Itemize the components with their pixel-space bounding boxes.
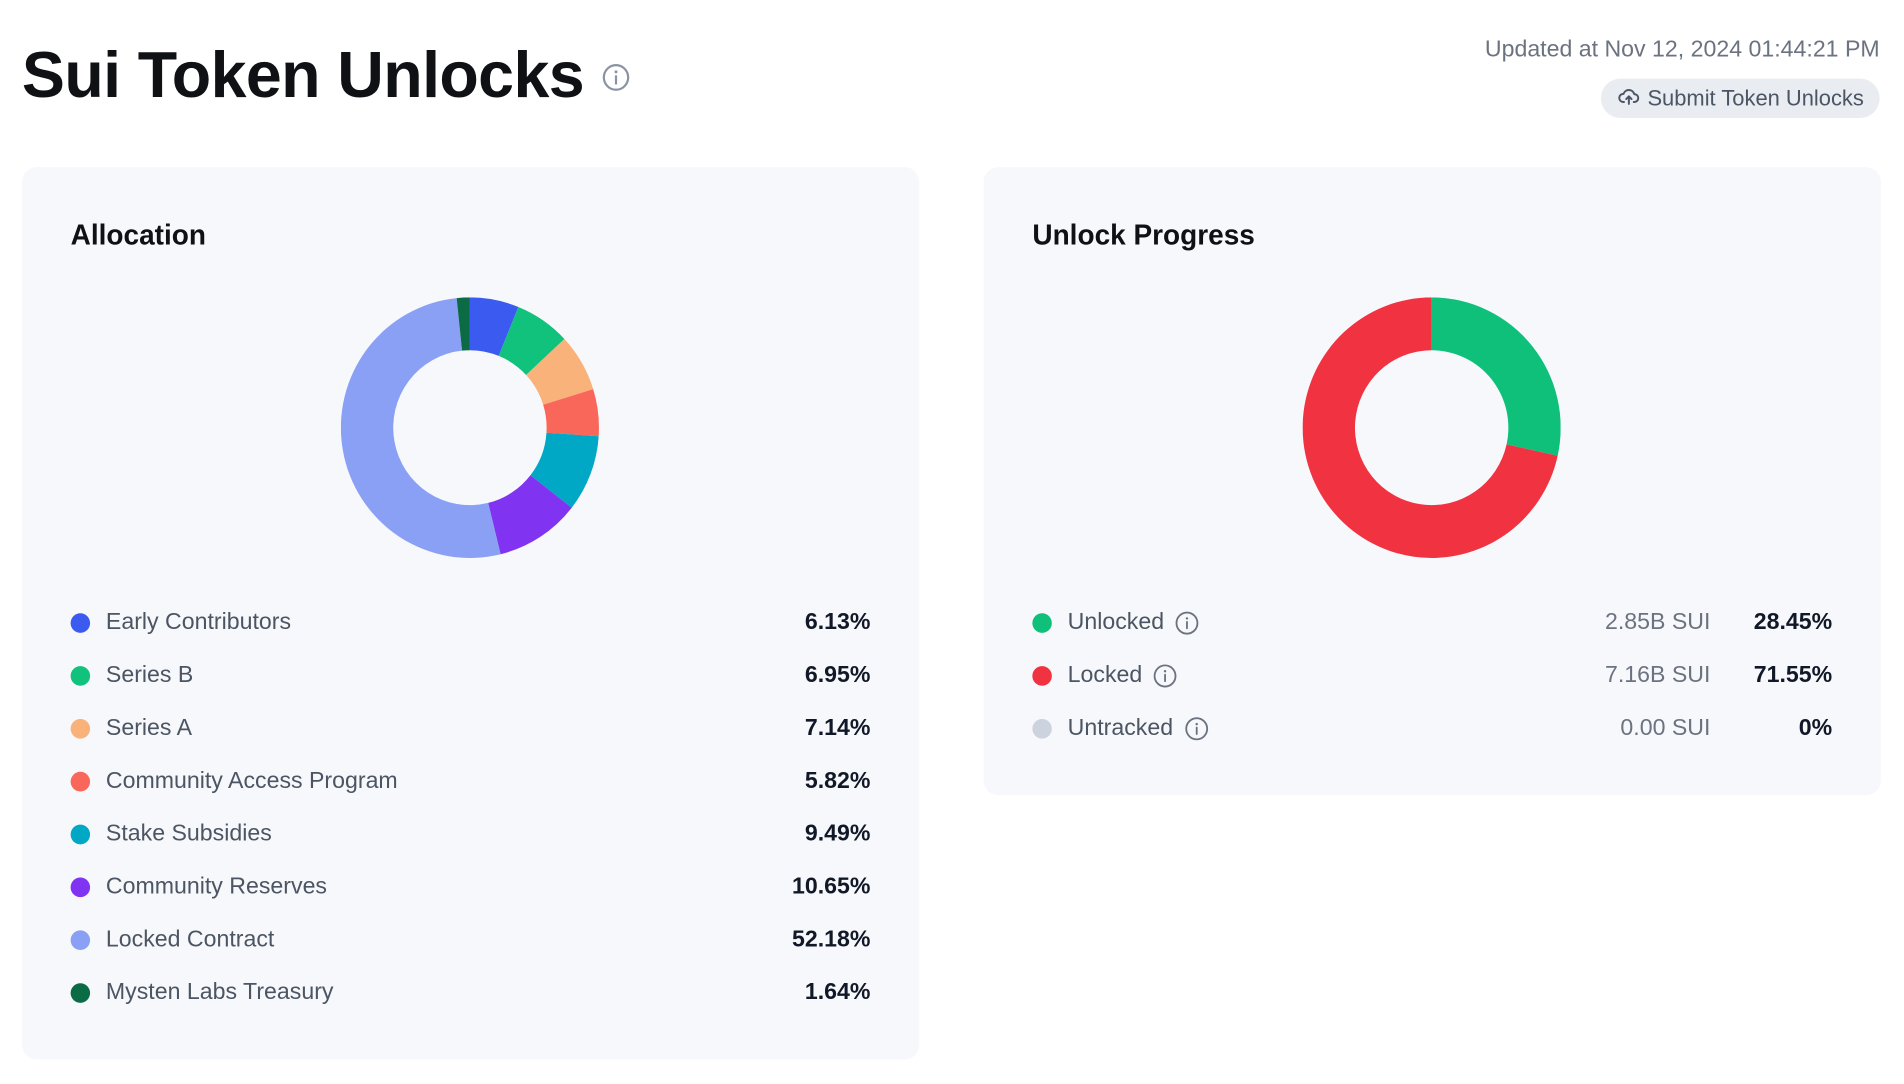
legend-row-unlocked: Unlocked 2.85B SUI 28.45% — [1032, 597, 1832, 650]
legend-percent: 52.18% — [791, 926, 871, 953]
legend-percent: 6.95% — [804, 662, 871, 689]
legend-percent: 71.55% — [1753, 662, 1833, 689]
submit-token-unlocks-button[interactable]: Submit Token Unlocks — [1601, 78, 1880, 118]
cloud-upload-icon — [1618, 85, 1640, 111]
submit-button-label: Submit Token Unlocks — [1647, 85, 1864, 110]
legend-label: Early Contributors — [105, 610, 292, 636]
legend-row-series-a: Series A 7.14% — [70, 703, 871, 756]
allocation-legend: Early Contributors 6.13% Series B 6.95% … — [70, 597, 871, 1019]
slice-locked-contract[interactable] — [340, 298, 501, 558]
legend-row-early-contributors: Early Contributors 6.13% — [70, 597, 871, 650]
legend-row-locked-contract: Locked Contract 52.18% — [70, 914, 871, 967]
legend-label: Community Access Program — [105, 768, 398, 795]
unlock-progress-donut-chart — [1302, 297, 1561, 558]
allocation-donut-chart — [340, 297, 599, 558]
legend-row-community-access-program: Community Access Program 5.82% — [70, 755, 871, 808]
slice-series-b[interactable] — [498, 306, 565, 375]
legend-dot — [1032, 666, 1052, 687]
legend-label: Locked — [1067, 662, 1143, 689]
slice-unlocked[interactable] — [1431, 297, 1561, 456]
slice-community-reserves[interactable] — [488, 475, 572, 555]
slice-locked[interactable] — [1302, 297, 1558, 558]
legend-percent: 7.14% — [804, 715, 871, 742]
legend-label: Locked Contract — [105, 926, 275, 953]
legend-dot — [70, 666, 91, 687]
legend-dot — [1032, 613, 1052, 634]
legend-row-series-b: Series B 6.95% — [70, 650, 871, 703]
slice-stake-subsidies[interactable] — [530, 432, 599, 508]
unlock-progress-title: Unlock Progress — [1032, 218, 1255, 251]
allocation-title: Allocation — [70, 218, 206, 251]
legend-dot — [70, 930, 91, 950]
legend-percent: 5.82% — [804, 768, 871, 795]
legend-row-community-reserves: Community Reserves 10.65% — [70, 861, 871, 914]
legend-percent: 10.65% — [791, 873, 871, 900]
slice-series-a[interactable] — [526, 338, 594, 405]
legend-label: Unlocked — [1067, 610, 1165, 636]
legend-percent: 28.45% — [1753, 610, 1833, 636]
info-icon[interactable] — [601, 62, 630, 98]
info-icon[interactable] — [1184, 717, 1208, 742]
legend-row-untracked: Untracked 0.00 SUI 0% — [1032, 703, 1832, 756]
legend-amount: 2.85B SUI — [1605, 610, 1711, 636]
unlock-progress-card: Unlock Progress Unlocked 2.85B SUI 28.45… — [983, 167, 1881, 796]
legend-dot — [70, 613, 91, 634]
legend-dot — [70, 824, 91, 845]
unlock-legend: Unlocked 2.85B SUI 28.45% Locked 7.16B S… — [1032, 597, 1832, 755]
legend-dot — [1032, 719, 1052, 739]
legend-row-stake-subsidies: Stake Subsidies 9.49% — [70, 808, 871, 861]
legend-dot — [70, 982, 91, 1003]
slice-early-contributors[interactable] — [469, 297, 519, 356]
legend-amount: 7.16B SUI — [1605, 662, 1711, 689]
info-icon[interactable] — [1175, 611, 1199, 636]
legend-percent: 1.64% — [804, 979, 871, 1005]
updated-timestamp: Updated at Nov 12, 2024 01:44:21 PM — [1484, 36, 1880, 63]
legend-dot — [70, 771, 91, 792]
legend-label: Community Reserves — [105, 873, 328, 900]
legend-label: Mysten Labs Treasury — [105, 979, 334, 1005]
legend-dot — [70, 877, 91, 898]
page-header: Sui Token Unlocks — [22, 34, 630, 118]
page-title: Sui Token Unlocks — [21, 39, 585, 112]
legend-label: Series A — [105, 715, 193, 742]
slice-mysten-labs-treasury[interactable] — [456, 297, 470, 351]
legend-label: Untracked — [1067, 715, 1174, 742]
legend-percent: 0% — [1798, 715, 1833, 742]
slice-community-access-program[interactable] — [543, 389, 599, 437]
legend-row-locked: Locked 7.16B SUI 71.55% — [1032, 650, 1832, 703]
legend-percent: 6.13% — [804, 610, 871, 636]
info-icon[interactable] — [1153, 664, 1177, 689]
legend-amount: 0.00 SUI — [1620, 715, 1711, 742]
allocation-card: Allocation Early Contributors 6.13% Seri… — [21, 167, 920, 1060]
legend-label: Series B — [105, 662, 194, 689]
legend-dot — [70, 719, 91, 739]
legend-percent: 9.49% — [804, 820, 871, 847]
legend-label: Stake Subsidies — [105, 820, 272, 847]
legend-row-mysten-labs-treasury: Mysten Labs Treasury 1.64% — [70, 966, 871, 1019]
